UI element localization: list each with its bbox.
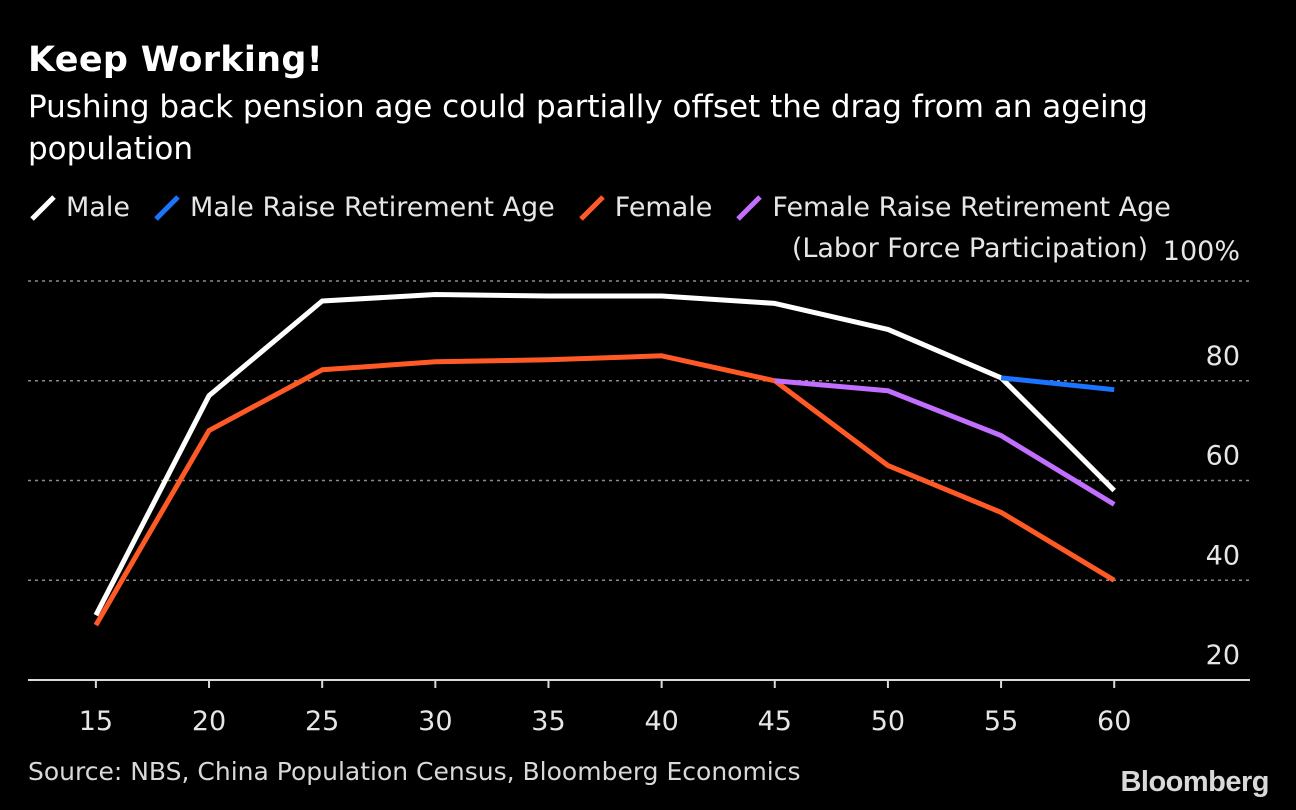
chart-subtitle: Pushing back pension age could partially… [28, 89, 1148, 167]
y-tick-label-100: 100% [1163, 236, 1240, 267]
legend-swatch-male-raise [154, 194, 180, 221]
x-tick-label-60: 60 [1097, 706, 1131, 737]
legend-swatch-female-raise [736, 194, 763, 221]
legend-item-male: Male [28, 192, 130, 223]
legend-item-male-raise: Male Raise Retirement Age [152, 192, 555, 223]
legend-label-female: Female [614, 192, 713, 223]
legend-item-female: Female [577, 192, 713, 223]
x-tick-label-20: 20 [192, 706, 226, 737]
y-axis-label: (Labor Force Participation) [791, 233, 1148, 264]
x-tick-label-15: 15 [79, 706, 113, 737]
legend-swatch-female [578, 194, 605, 221]
y-tick-label-20: 20 [1206, 640, 1240, 671]
series-male-line [93, 292, 1116, 617]
legend-label-male: Male [66, 192, 130, 223]
x-tick-label-40: 40 [644, 706, 678, 737]
y-tick-label-80: 80 [1206, 341, 1240, 372]
x-tick-label-50: 50 [871, 706, 905, 737]
legend: Male Male Raise Retirement Age Female Fe… [28, 192, 1193, 223]
x-tick-label-25: 25 [305, 706, 339, 737]
series-female-line [93, 353, 1116, 627]
series-female-raise-line [774, 378, 1116, 507]
bloomberg-logo: Bloomberg [1120, 766, 1269, 798]
legend-item-female-raise: Female Raise Retirement Age [734, 192, 1171, 223]
y-tick-label-40: 40 [1206, 540, 1240, 571]
chart-title: Keep Working! [28, 40, 323, 80]
x-tick-label-35: 35 [531, 706, 565, 737]
series-male-raise-line [1000, 375, 1115, 393]
legend-label-male-raise: Male Raise Retirement Age [189, 192, 555, 223]
y-tick-label-60: 60 [1206, 441, 1240, 472]
x-tick-label-30: 30 [418, 706, 452, 737]
x-tick-label-55: 55 [984, 706, 1018, 737]
x-tick-label-45: 45 [758, 706, 792, 737]
source-note: Source: NBS, China Population Census, Bl… [28, 757, 801, 786]
legend-swatch-male [30, 194, 56, 221]
legend-label-female-raise: Female Raise Retirement Age [772, 192, 1171, 223]
